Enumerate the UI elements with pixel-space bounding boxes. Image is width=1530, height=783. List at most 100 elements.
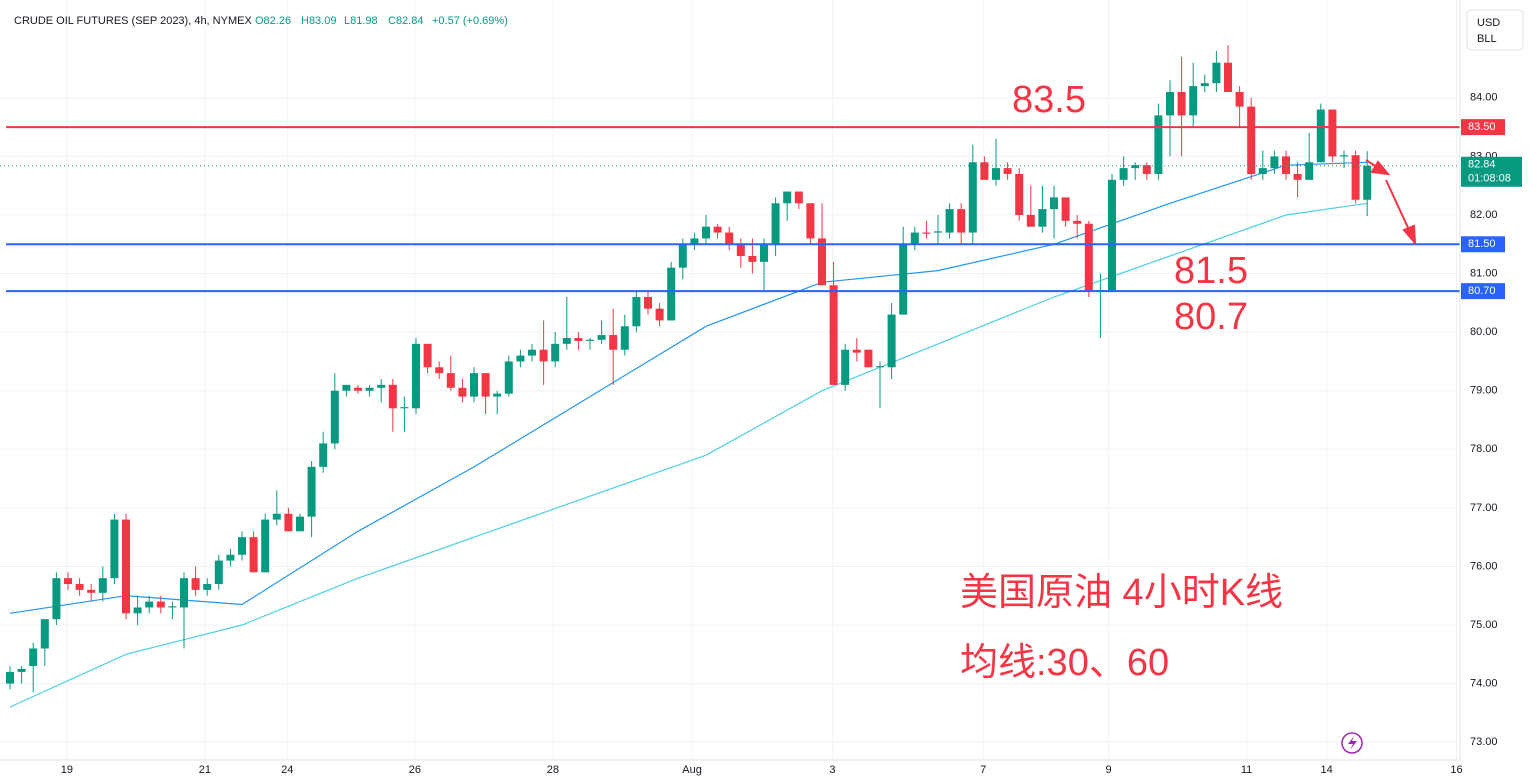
candle-body xyxy=(75,584,84,590)
annotation: 美国原油 4小时K线 xyxy=(960,572,1283,614)
candle-body xyxy=(1270,156,1279,169)
candle-body xyxy=(1154,115,1163,174)
y-tick-label: 82.00 xyxy=(1470,209,1498,221)
candle-body xyxy=(1247,106,1256,174)
last-price-tag xyxy=(1461,156,1522,187)
y-tick-label: 79.00 xyxy=(1470,385,1498,397)
y-tick-label: 77.00 xyxy=(1470,502,1498,514)
candle-body xyxy=(887,314,896,368)
x-tick-label: 16 xyxy=(1450,764,1462,776)
y-tick-label: 80.00 xyxy=(1470,326,1498,338)
candle-body xyxy=(783,191,792,204)
candle-body xyxy=(957,209,966,233)
candle-body xyxy=(1015,173,1024,215)
candle-body xyxy=(145,601,154,608)
header-open: O82.26 xyxy=(255,15,291,27)
candle-body xyxy=(632,296,641,327)
candle-body xyxy=(342,384,351,391)
candle-body xyxy=(875,366,884,368)
countdown: 01:08:08 xyxy=(1468,173,1511,185)
candle-body xyxy=(435,367,444,374)
candle-body xyxy=(191,578,200,590)
candle-body xyxy=(701,226,710,239)
candle-body xyxy=(226,554,235,561)
candle-body xyxy=(133,607,142,614)
candle-body xyxy=(1119,168,1128,180)
annotation: 80.7 xyxy=(1174,296,1248,338)
level-tag xyxy=(1461,236,1505,253)
candle-body xyxy=(794,191,803,204)
x-tick-label: Aug xyxy=(682,764,702,776)
x-tick-label: 9 xyxy=(1105,764,1111,776)
candle-body xyxy=(400,407,409,409)
y-tick-label: 76.00 xyxy=(1470,560,1498,572)
annotation: 83.5 xyxy=(1012,79,1086,121)
candle-body xyxy=(411,343,420,409)
candle-body xyxy=(678,244,687,268)
candle-body xyxy=(1003,168,1012,174)
candle-body xyxy=(17,668,26,672)
candle-body xyxy=(307,466,316,517)
arrow xyxy=(1365,159,1417,246)
currency: USD xyxy=(1477,17,1500,29)
candle-body xyxy=(539,349,548,362)
candle-body xyxy=(991,168,1000,180)
header-title: CRUDE OIL FUTURES (SEP 2023), 4h, NYMEX xyxy=(14,15,252,27)
candle-body xyxy=(423,343,432,368)
candle-body xyxy=(667,267,676,321)
lightning-icon xyxy=(1348,736,1357,750)
candle-body xyxy=(1189,86,1198,116)
candle-body xyxy=(1258,168,1267,174)
candle-body xyxy=(388,384,397,409)
header-low: L81.98 xyxy=(344,15,378,27)
candle-body xyxy=(620,326,629,350)
candle-body xyxy=(261,519,270,573)
candle-body xyxy=(469,373,478,397)
y-tick-label: 74.00 xyxy=(1470,678,1498,690)
candle-body xyxy=(87,589,96,593)
lightning-icon[interactable] xyxy=(1341,732,1363,754)
annotation: 81.5 xyxy=(1174,250,1248,292)
level-tag xyxy=(1461,283,1505,300)
candle-body xyxy=(841,349,850,385)
candle-body xyxy=(817,238,826,286)
candle-body xyxy=(214,560,223,585)
candle-body xyxy=(609,335,618,350)
candle-body xyxy=(1177,91,1186,116)
candle-body xyxy=(527,349,536,356)
candle-body xyxy=(922,232,931,234)
candle-body xyxy=(725,232,734,245)
candle-body xyxy=(829,285,838,385)
x-tick-label: 7 xyxy=(980,764,986,776)
candle-body xyxy=(1073,220,1082,224)
candle-body xyxy=(1328,109,1337,157)
candle-body xyxy=(910,232,919,245)
candle-body xyxy=(1339,155,1348,157)
header-high: H83.09 xyxy=(301,15,336,27)
candle-body xyxy=(597,335,606,340)
candle-body xyxy=(690,238,699,245)
candle-body xyxy=(272,513,281,520)
candle-body xyxy=(330,390,339,444)
candle-body xyxy=(365,387,374,391)
candle-body xyxy=(98,578,107,593)
x-tick-label: 21 xyxy=(199,764,211,776)
moving-average xyxy=(9,202,1368,708)
candle-body xyxy=(353,387,362,391)
plot xyxy=(0,45,1460,708)
currency-box[interactable] xyxy=(1466,9,1524,51)
candle-body xyxy=(1281,156,1290,174)
candle-body xyxy=(249,537,258,573)
candle-body xyxy=(156,601,165,608)
candle-body xyxy=(852,349,861,353)
candle-body xyxy=(168,606,177,608)
candle-body xyxy=(899,244,908,315)
candle-body xyxy=(1305,162,1314,180)
candle-body xyxy=(574,337,583,341)
candle-body xyxy=(29,648,38,667)
candle-body xyxy=(1084,223,1093,292)
candle-body xyxy=(806,203,815,239)
candle-body xyxy=(562,337,571,344)
unit: BLL xyxy=(1477,33,1497,45)
